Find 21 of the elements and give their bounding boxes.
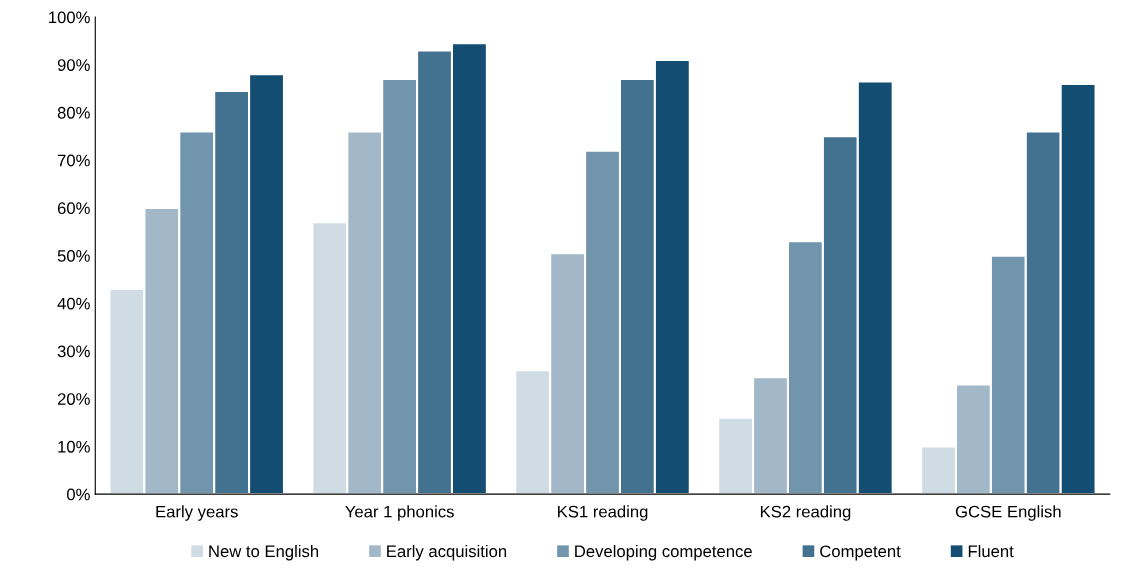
y-tick-label: 30% xyxy=(57,345,90,358)
x-tick-label: Early years xyxy=(156,505,238,521)
y-tick-label: 0% xyxy=(66,488,90,501)
legend-label: Fluent xyxy=(968,544,1014,558)
y-tick-label: 50% xyxy=(57,250,90,262)
legend-label: Competent xyxy=(820,545,901,561)
x-tick-label: Year 1 phonics xyxy=(345,505,454,521)
y-tick-label: 90% xyxy=(57,59,90,71)
x-tick-label: KS2 reading xyxy=(760,505,851,521)
y-tick-label: 10% xyxy=(58,440,90,453)
y-tick-label: 40% xyxy=(57,297,90,310)
y-tick-label: 80% xyxy=(57,106,90,119)
y-tick-label: 100% xyxy=(49,11,90,24)
y-tick-label: 20% xyxy=(57,393,90,405)
legend-label: Developing competence xyxy=(575,544,752,561)
x-tick-label: GCSE English xyxy=(955,505,1061,521)
legend-label: New to English xyxy=(209,544,319,561)
legend-label: Early acquisition xyxy=(387,544,507,561)
x-tick-label: KS1 reading xyxy=(558,505,648,521)
y-tick-label: 60% xyxy=(57,202,90,215)
y-tick-label: 70% xyxy=(57,154,90,167)
